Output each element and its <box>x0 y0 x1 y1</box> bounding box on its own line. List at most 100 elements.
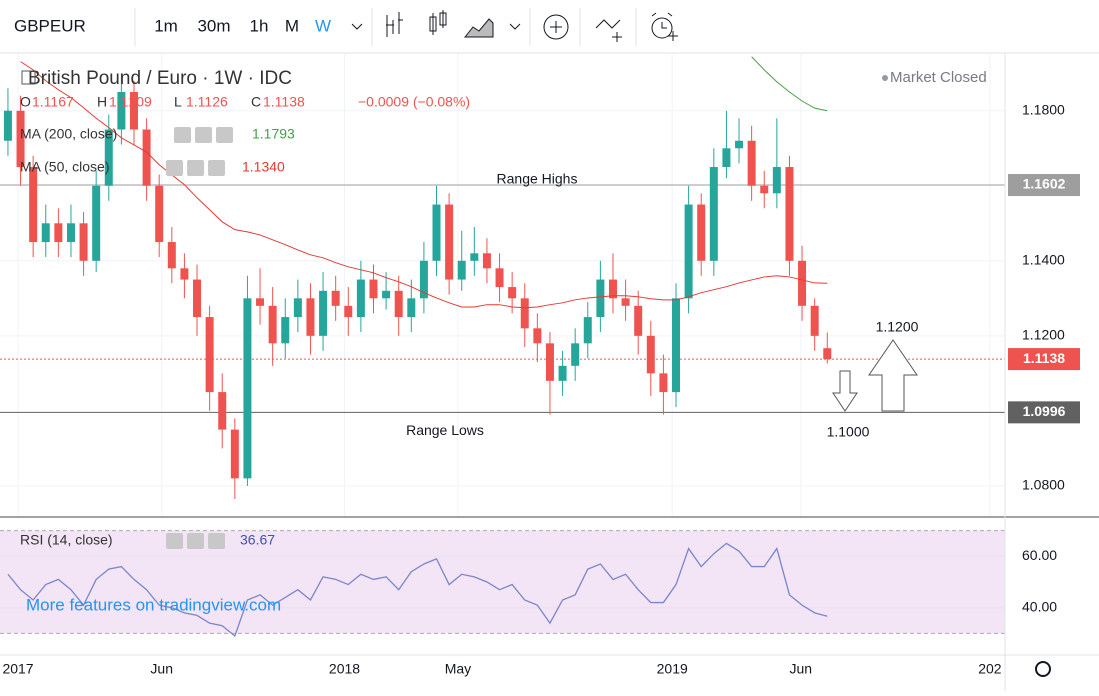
x-tick-label: 202 <box>978 661 1002 677</box>
alert-icon[interactable] <box>651 17 673 39</box>
candle-body <box>772 167 781 194</box>
compare-plus <box>550 21 562 33</box>
candle-body <box>79 223 88 261</box>
candle-body <box>583 317 592 344</box>
rsi-band <box>0 530 1005 634</box>
candle-body <box>798 260 807 306</box>
candle-body <box>634 305 643 336</box>
study-action[interactable] <box>187 533 204 549</box>
candle-body <box>268 305 277 344</box>
candle-body <box>596 279 605 318</box>
candle-body <box>319 290 328 336</box>
study-name: MA (50, close) <box>20 159 109 175</box>
level-name: Range Lows <box>406 422 484 438</box>
interval-button[interactable]: 1h <box>250 16 269 35</box>
candle-body <box>66 223 75 243</box>
candle-body <box>104 129 113 186</box>
candle-body <box>823 348 832 360</box>
study-action[interactable] <box>166 160 183 176</box>
down-arrow <box>832 370 858 412</box>
candle-body <box>533 328 542 344</box>
candle-body <box>470 253 479 261</box>
toolbar: GBPEUR <box>0 8 1099 54</box>
interval-button[interactable]: 1m <box>154 16 178 35</box>
candle-body <box>205 317 214 393</box>
candle-body <box>256 298 265 306</box>
ohlc-key: C <box>251 94 261 110</box>
ma200-line <box>751 56 828 112</box>
study-action[interactable] <box>195 127 212 143</box>
candle-body <box>709 167 718 261</box>
candle-body <box>243 298 252 479</box>
candle-body <box>193 279 202 318</box>
symbol[interactable]: GBPEUR <box>14 16 86 35</box>
rsi-title: RSI (14, close) <box>20 532 113 548</box>
candle-body <box>41 223 50 243</box>
candle-body <box>92 185 101 261</box>
candle-body <box>810 305 819 336</box>
price-label-bg <box>1008 401 1080 424</box>
study-value: 1.1340 <box>242 159 285 175</box>
study-action[interactable] <box>208 160 225 176</box>
candle-body <box>659 373 668 393</box>
study-value: 1.1793 <box>252 126 295 142</box>
ohlc-key: H <box>97 94 107 110</box>
collapse-icon[interactable] <box>21 70 36 85</box>
candle-body <box>735 140 744 149</box>
candle-body <box>382 290 391 299</box>
indicators-icon[interactable] <box>595 19 622 42</box>
candle-body <box>180 268 189 280</box>
ohlc-value: 1.1167 <box>32 94 74 110</box>
market-status: Market Closed <box>890 69 987 86</box>
interval-button[interactable]: M <box>285 16 299 35</box>
bars-icon[interactable] <box>386 12 403 37</box>
candle-body <box>16 110 25 168</box>
candle-body <box>293 298 302 318</box>
study-action[interactable] <box>216 127 233 143</box>
candle-body <box>129 92 138 130</box>
candles-icon[interactable] <box>429 10 447 35</box>
ohlc-value: 1.1138 <box>263 94 305 110</box>
study-action[interactable] <box>174 127 191 143</box>
interval-menu[interactable] <box>351 23 363 30</box>
y-tick-label: 60.00 <box>1022 547 1057 563</box>
price-pane <box>0 53 1005 517</box>
candle-body <box>571 343 580 366</box>
candle-body <box>646 335 655 374</box>
candle-body <box>785 167 794 261</box>
study-action[interactable] <box>166 533 183 549</box>
study-action[interactable] <box>187 160 204 176</box>
ohlc-key: O <box>20 94 31 110</box>
annotation: 1.1000 <box>827 424 870 440</box>
candle-body <box>331 290 340 306</box>
candle-body <box>445 204 454 280</box>
interval-button[interactable]: W <box>315 16 331 35</box>
price-label: 1.0996 <box>1023 403 1066 419</box>
rsi-value: 36.67 <box>240 532 275 548</box>
rsi-pane <box>0 530 1005 638</box>
candle-body <box>281 317 290 344</box>
price-label: 1.1602 <box>1023 176 1066 192</box>
candle-body <box>356 279 365 318</box>
style-menu[interactable] <box>509 23 521 30</box>
overlay: 1.1200 1.1000 British Pound / Euro · 1W … <box>0 53 1099 691</box>
area-icon[interactable] <box>463 18 494 38</box>
level-name: Range Highs <box>497 171 578 187</box>
candle-body <box>495 268 504 288</box>
status-dot <box>882 75 888 81</box>
compare-icon[interactable] <box>543 14 569 40</box>
candle-body <box>457 260 466 280</box>
up-arrow <box>868 339 918 412</box>
settings-button[interactable] <box>1035 661 1051 677</box>
study-name: MA (200, close) <box>20 126 117 142</box>
candle-body <box>369 279 378 299</box>
candle-body <box>520 298 529 329</box>
interval-button[interactable]: 30m <box>197 16 230 35</box>
x-tick-label: 2019 <box>657 661 688 677</box>
study-action[interactable] <box>208 533 225 549</box>
watermark: More features on tradingview.com <box>26 595 281 614</box>
candle-body <box>54 223 63 243</box>
x-tick-label: Jun <box>150 661 173 677</box>
candle-body <box>306 298 315 336</box>
ma50-line <box>20 61 828 309</box>
